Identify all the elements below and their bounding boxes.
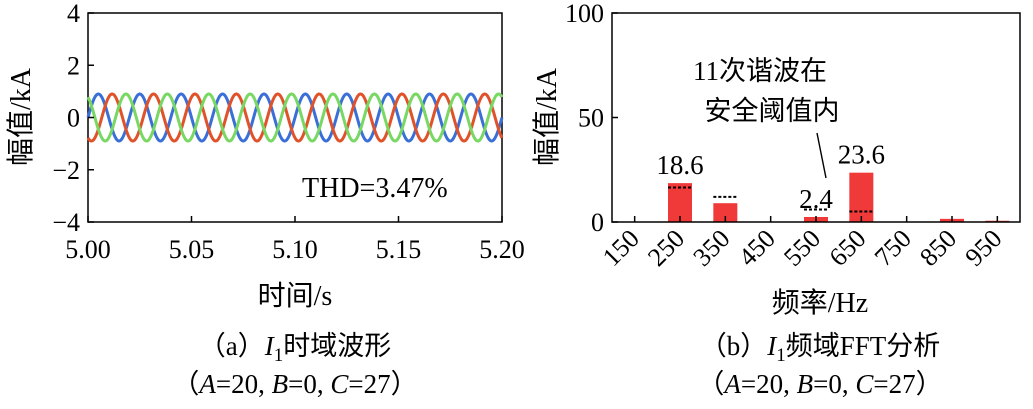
- y-tick-label-a: −2: [52, 156, 80, 185]
- caption-b-params: （A=20, B=0, C=27）: [697, 369, 942, 399]
- annotation-pointer: [816, 132, 827, 179]
- y-tick-label-a: 4: [67, 0, 80, 28]
- annotation-line-1: 11次谐波在: [693, 56, 827, 86]
- y-tick-label-a: 0: [67, 104, 80, 133]
- waveform-series: [86, 92, 504, 143]
- x-tick-label-b: 550: [778, 224, 826, 272]
- caption-b: （b）I1频域FFT分析: [700, 331, 941, 366]
- bar-650: [849, 172, 874, 222]
- y-axis-label-a: 幅值/kA: [5, 67, 37, 166]
- caption-a: （a）I1时域波形: [199, 331, 391, 366]
- x-tick-label-b: 750: [869, 224, 917, 272]
- series-line-2: [86, 92, 504, 143]
- x-tick-label-a: 5.15: [376, 235, 422, 264]
- x-axis-label-a: 时间/s: [258, 280, 333, 312]
- x-tick-label-b: 650: [823, 224, 871, 272]
- bar-250: [668, 183, 692, 222]
- x-tick-label-a: 5.10: [272, 235, 318, 264]
- x-tick-label-b: 450: [733, 224, 781, 272]
- series-line-3: [86, 92, 504, 143]
- data-label-250: 18.6: [656, 150, 703, 180]
- x-tick-label-b: 350: [687, 224, 735, 272]
- x-tick-label-b: 250: [642, 224, 690, 272]
- y-tick-label-b: 0: [591, 208, 604, 237]
- time-domain-chart: 5.00 5.05 5.10 5.15 5.20 4 2 0 −2 −4 THD=3.47% 时间…: [5, 0, 525, 399]
- thd-annotation: THD=3.47%: [302, 173, 448, 204]
- x-axis-label-b: 频率/Hz: [772, 287, 868, 319]
- annotation-line-2: 安全阈值内: [705, 96, 840, 126]
- x-tick-label-b: 150: [597, 224, 645, 272]
- y-tick-label-b: 50: [578, 104, 604, 133]
- caption-a-params: （A=20, B=0, C=27）: [172, 369, 417, 399]
- y-axis-label-b: 幅值/kA: [531, 67, 563, 166]
- x-tick-label-b: 950: [959, 224, 1007, 272]
- x-tick-label-b: 850: [914, 224, 962, 272]
- series-line-1: [86, 92, 504, 143]
- x-tick-label-a: 5.20: [479, 235, 525, 264]
- y-tick-label-a: −4: [52, 208, 80, 237]
- x-tick-label-a: 5.00: [65, 235, 111, 264]
- y-tick-label-a: 2: [67, 51, 80, 80]
- bar-350: [713, 203, 738, 222]
- y-tick-label-b: 100: [565, 0, 604, 28]
- data-label-650: 23.6: [838, 140, 885, 170]
- x-tick-label-a: 5.05: [169, 235, 215, 264]
- data-label-550: 2.4: [799, 184, 833, 214]
